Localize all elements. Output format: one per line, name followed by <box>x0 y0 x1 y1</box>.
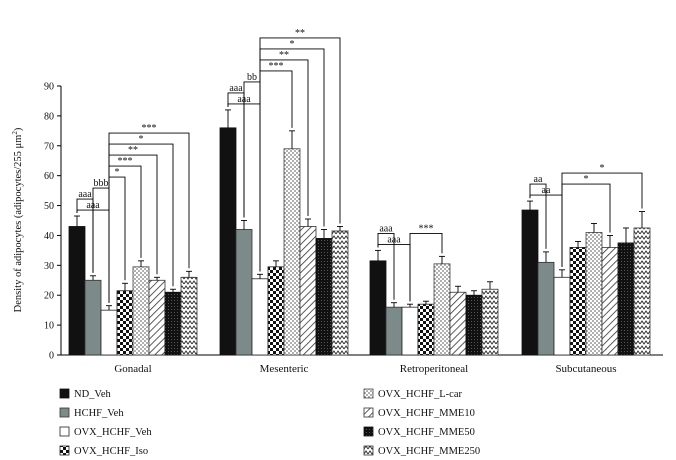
bracket-label-retroperitoneal-17: *** <box>419 223 434 234</box>
bar-ovx-hchf-mme10-mesenteric <box>299 226 317 356</box>
bracket-mesenteric-14 <box>259 37 341 272</box>
y-axis-label: Density of adipocytes (adipocytes/255 μm… <box>11 127 24 312</box>
bar-nd-veh-retroperitoneal <box>369 260 387 356</box>
category-label-retroperitoneal: Retroperitoneal <box>400 363 468 375</box>
y-tick-label-60: 60 <box>44 171 54 182</box>
bar-ovx-hchf-mme50-retroperitoneal <box>465 294 483 356</box>
bracket-retroperitoneal-16 <box>377 232 395 300</box>
bar-ovx-hchf-mme50-subcutaneous <box>617 242 635 356</box>
significance-brackets: aaaaaabbb**********aaaaaabb********aaaaa… <box>76 28 643 303</box>
bracket-label-gonadal-7: *** <box>142 123 157 134</box>
y-tick-label-80: 80 <box>44 111 54 122</box>
bracket-gonadal-7 <box>108 132 190 303</box>
bracket-retroperitoneal-17 <box>409 232 443 302</box>
bar-ovx-hchf-mme10-subcutaneous <box>601 246 619 356</box>
y-tick-label-40: 40 <box>44 231 54 242</box>
bar-ovx-hchf-iso-retroperitoneal <box>417 303 435 356</box>
category-label-subcutaneous: Subcutaneous <box>555 363 616 375</box>
bar-ovx-hchf-mme10-gonadal <box>148 279 166 356</box>
bracket-label-subcutaneous-19: aa <box>534 174 543 185</box>
bracket-label-mesenteric-9: aaa <box>229 83 243 94</box>
bracket-label-gonadal-6: * <box>139 134 144 145</box>
bracket-label-mesenteric-12: ** <box>279 50 289 61</box>
bar-ovx-hchf-mme250-mesenteric <box>331 230 349 356</box>
y-axis-label-sup: 2 <box>11 131 19 135</box>
bracket-label-subcutaneous-20: * <box>584 174 589 185</box>
bar-ovx-hchf-veh-gonadal <box>100 309 118 356</box>
legend-swatch-ovx-hchf-veh <box>59 426 70 437</box>
y-tick-label-30: 30 <box>44 261 54 272</box>
bar-ovx-hchf-veh-mesenteric <box>251 278 269 356</box>
bar-ovx-hchf-mme250-gonadal <box>180 276 198 356</box>
bar-ovx-hchf-veh-subcutaneous <box>553 276 571 356</box>
y-tick-label-10: 10 <box>44 321 54 332</box>
y-tick-label-50: 50 <box>44 201 54 212</box>
bar-ovx-hchf-iso-mesenteric <box>267 266 285 356</box>
bracket-label-gonadal-3: * <box>115 167 120 178</box>
y-axis-label-unit: μm <box>13 135 24 149</box>
legend-swatch-ovx-hchf-mme50 <box>363 426 374 437</box>
bar-hchf-veh-gonadal <box>84 279 102 356</box>
category-labels: Gonadal Mesenteric Retroperitoneal Subcutan… <box>114 363 616 375</box>
bracket-label-subcutaneous-21: * <box>600 163 605 174</box>
bracket-label-mesenteric-13: * <box>290 39 295 50</box>
bracket-label-mesenteric-14: ** <box>295 28 305 39</box>
bracket-label-gonadal-5: ** <box>128 145 138 156</box>
bar-ovx-hchf-mme10-retroperitoneal <box>449 291 467 356</box>
legend-swatch-hchf-veh <box>59 407 70 418</box>
bar-nd-veh-subcutaneous <box>521 209 539 356</box>
legend-label-ovx-hchf-mme10: OVX_HCHF_MME10 <box>378 408 475 419</box>
bracket-subcutaneous-19 <box>529 183 547 249</box>
bar-nd-veh-gonadal <box>68 226 86 356</box>
bracket-label-gonadal-4: *** <box>118 156 133 167</box>
bracket-subcutaneous-21 <box>561 172 643 267</box>
bar-ovx-hchf-iso-subcutaneous <box>569 246 587 356</box>
legend-label-ovx-hchf-mme50: OVX_HCHF_MME50 <box>378 427 475 438</box>
bar-ovx-hchf-mme250-subcutaneous <box>633 227 651 356</box>
category-label-mesenteric: Mesenteric <box>260 363 309 375</box>
legend-swatch-ovx-hchf-mme250 <box>363 445 374 456</box>
category-label-gonadal: Gonadal <box>114 363 151 375</box>
y-axis-label-main: Density of adipocytes (adipocytes/255 <box>13 148 24 312</box>
bracket-label-retroperitoneal-16: aaa <box>379 223 393 234</box>
bracket-gonadal-3 <box>108 176 126 303</box>
legend-swatch-ovx-hchf-l-car <box>363 388 374 399</box>
bar-ovx-hchf-l-car-subcutaneous <box>585 232 603 356</box>
legend: ND_Veh HCHF_Veh OVX_HCHF_Veh OVX_HCHF_Iso OV… <box>59 388 480 457</box>
legend-label-ovx-hchf-mme250: OVX_HCHF_MME250 <box>378 446 480 457</box>
bar-ovx-hchf-veh-retroperitoneal <box>401 306 419 356</box>
legend-label-ovx-hchf-l-car: OVX_HCHF_L-car <box>378 389 462 400</box>
bar-ovx-hchf-mme250-retroperitoneal <box>481 288 499 356</box>
bars <box>68 109 651 356</box>
bar-hchf-veh-retroperitoneal <box>385 306 403 356</box>
legend-swatch-nd-veh <box>59 388 70 399</box>
legend-label-nd-veh: ND_Veh <box>74 389 111 400</box>
bar-ovx-hchf-l-car-gonadal <box>132 266 150 356</box>
bar-ovx-hchf-l-car-retroperitoneal <box>433 263 451 356</box>
bracket-label-mesenteric-10: bb <box>247 72 257 83</box>
bar-ovx-hchf-iso-gonadal <box>116 290 134 356</box>
bar-nd-veh-mesenteric <box>219 127 237 356</box>
bar-hchf-veh-subcutaneous <box>537 261 555 356</box>
bar-ovx-hchf-mme50-gonadal <box>164 291 182 356</box>
bar-hchf-veh-mesenteric <box>235 229 253 356</box>
y-tick-label-0: 0 <box>49 351 54 362</box>
bar-ovx-hchf-mme50-mesenteric <box>315 238 333 356</box>
bracket-label-gonadal-2: bbb <box>94 178 109 189</box>
legend-swatch-ovx-hchf-mme10 <box>363 407 374 418</box>
y-axis-label-end: ) <box>13 127 24 131</box>
y-tick-label-90: 90 <box>44 82 54 93</box>
bracket-label-mesenteric-11: *** <box>269 61 284 72</box>
legend-label-hchf-veh: HCHF_Veh <box>74 408 124 419</box>
y-tick-label-20: 20 <box>44 291 54 302</box>
legend-label-ovx-hchf-iso: OVX_HCHF_Iso <box>74 446 148 457</box>
bar-ovx-hchf-l-car-mesenteric <box>283 148 301 356</box>
bracket-label-gonadal-1: aaa <box>78 189 92 200</box>
legend-label-ovx-hchf-veh: OVX_HCHF_Veh <box>74 427 152 438</box>
y-tick-label-70: 70 <box>44 141 54 152</box>
legend-swatch-ovx-hchf-iso <box>59 445 70 456</box>
